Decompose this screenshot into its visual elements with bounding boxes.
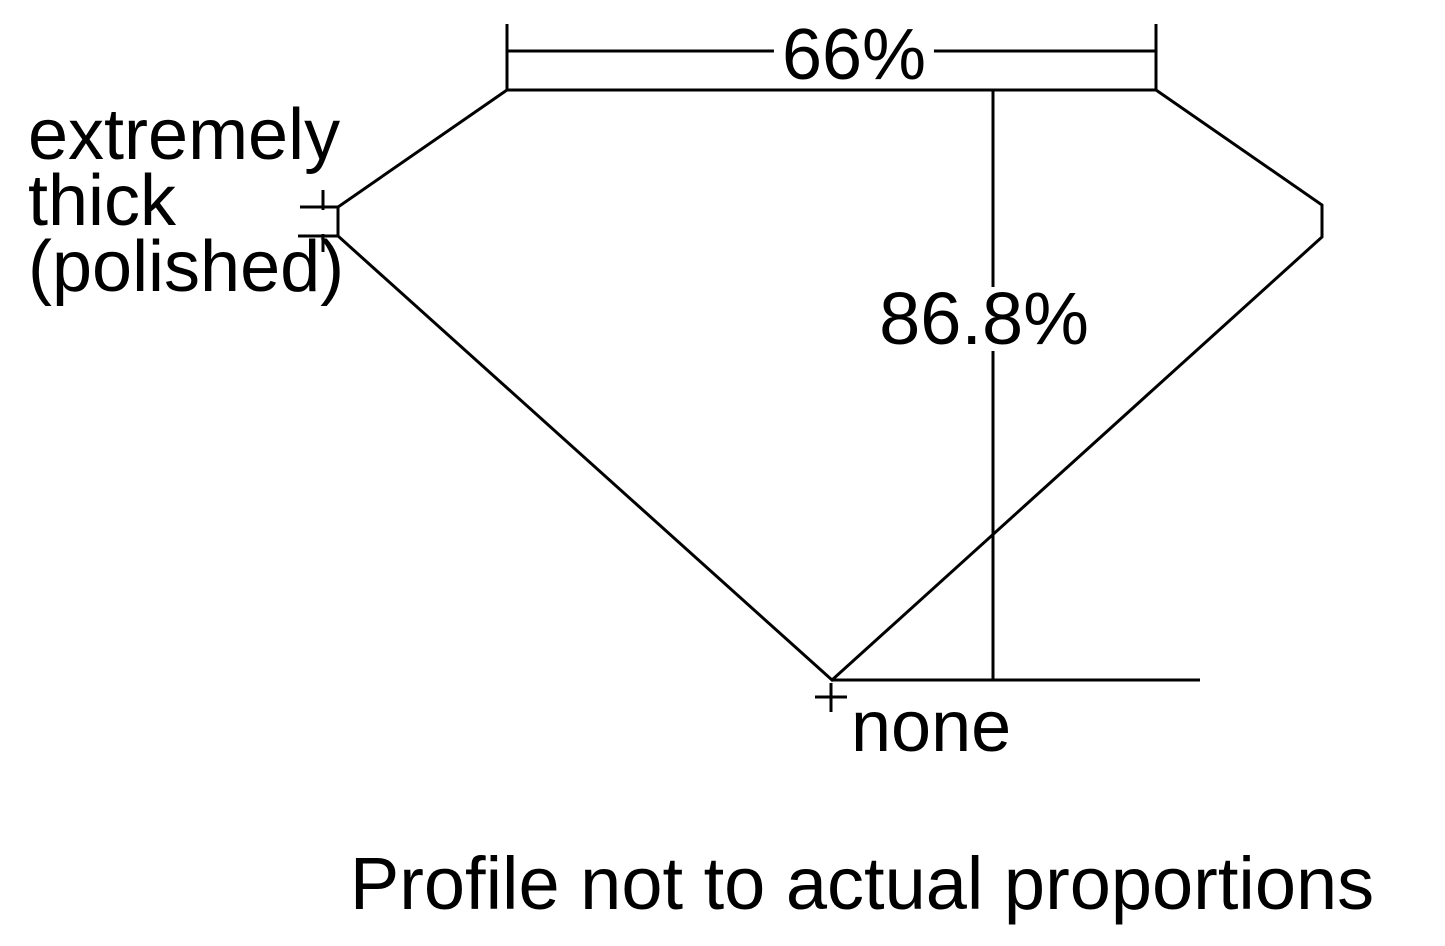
girdle-label-line-1: extremely [28, 95, 341, 175]
table-width-value: 66% [773, 19, 935, 91]
diagram-caption: Profile not to actual proportions [349, 842, 1375, 925]
total-depth-value: 86.8% [877, 277, 1091, 360]
diamond-outline [336, 88, 1324, 683]
girdle-thickness-label: extremely thick (polished) [28, 95, 345, 307]
girdle-label-line-2: thick [28, 161, 177, 241]
culet-size-value: none [851, 687, 1012, 767]
girdle-label-line-3: (polished) [28, 227, 345, 307]
